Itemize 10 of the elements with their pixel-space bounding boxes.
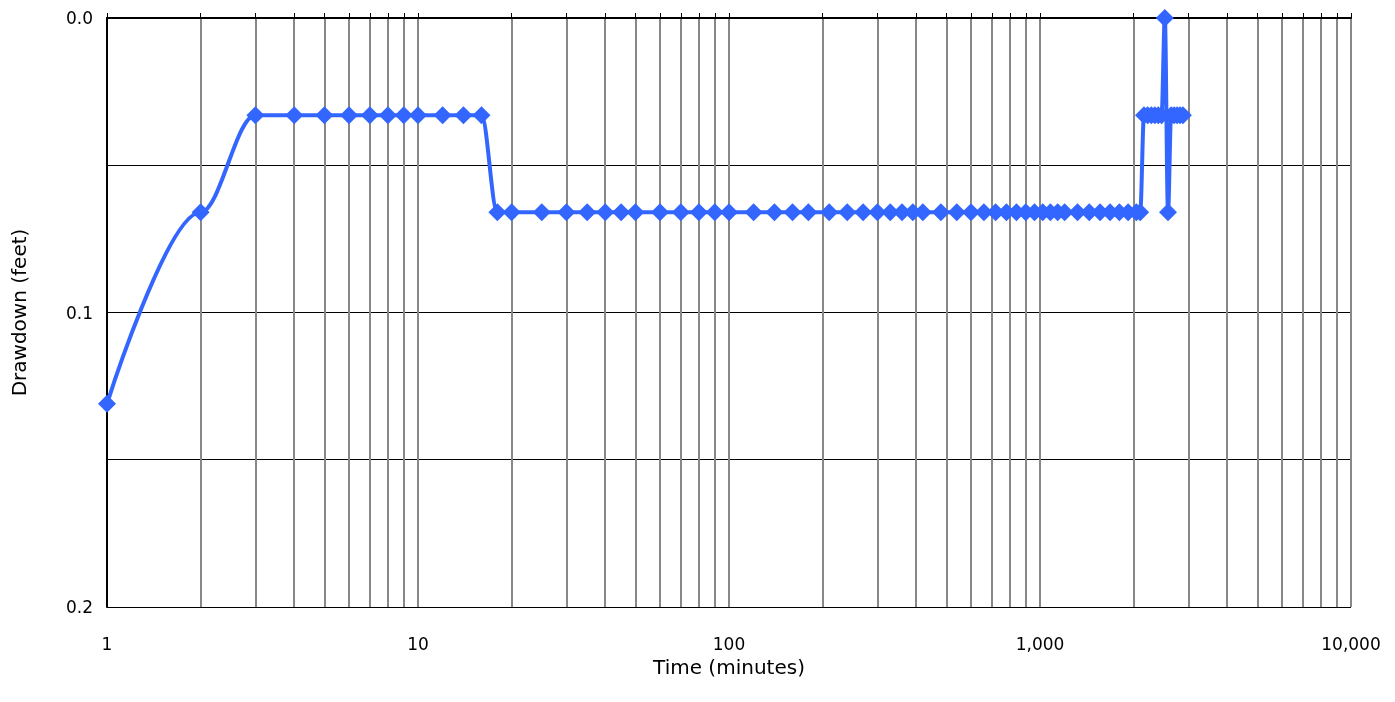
x-tick-label: 1 bbox=[101, 633, 113, 654]
y-axis-title: Drawdown (feet) bbox=[7, 228, 31, 397]
x-tick-label: 10 bbox=[407, 633, 429, 654]
x-tick-label: 100 bbox=[712, 633, 746, 654]
y-tick-label: 0.0 bbox=[65, 8, 93, 28]
x-tick-label: 10,000 bbox=[1321, 633, 1381, 654]
y-tick-label: 0.2 bbox=[65, 597, 93, 617]
x-axis-title: Time (minutes) bbox=[652, 654, 805, 679]
x-tick-label: 1,000 bbox=[1015, 633, 1065, 654]
y-tick-label: 0.1 bbox=[65, 302, 93, 323]
